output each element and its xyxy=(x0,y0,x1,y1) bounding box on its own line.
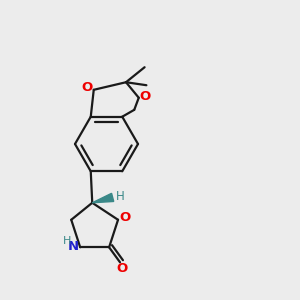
Text: O: O xyxy=(119,212,130,224)
Text: O: O xyxy=(116,262,128,275)
Text: H: H xyxy=(63,236,71,246)
Text: O: O xyxy=(82,81,93,94)
Text: O: O xyxy=(139,90,150,103)
Text: H: H xyxy=(116,190,124,203)
Polygon shape xyxy=(92,193,114,203)
Text: N: N xyxy=(68,240,79,253)
